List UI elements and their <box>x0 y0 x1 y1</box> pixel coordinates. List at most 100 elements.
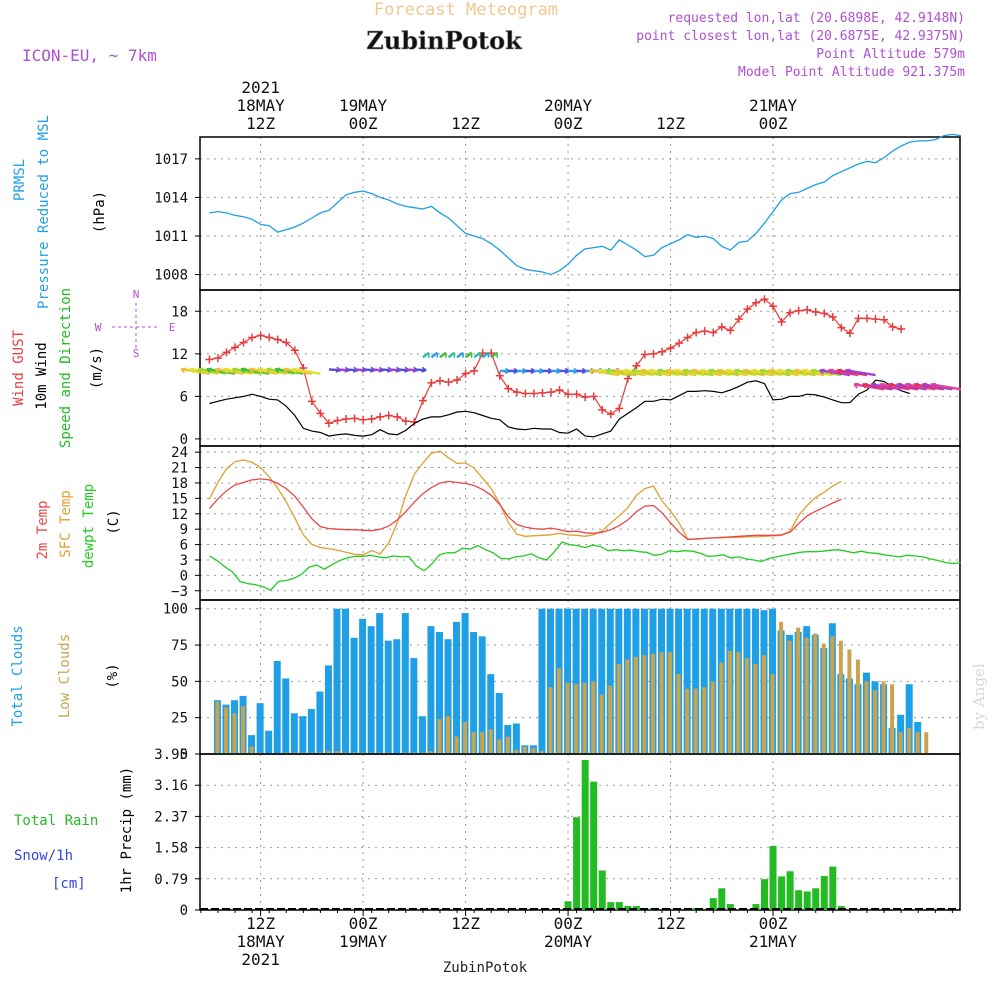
low-cloud-bar <box>907 727 912 754</box>
low-cloud-bar <box>334 751 339 754</box>
wind-direction-arrow <box>700 368 731 377</box>
total-cloud-bar <box>333 608 341 754</box>
wind-direction-arrow <box>215 367 244 375</box>
wind-direction-arrow <box>232 367 261 375</box>
wind-direction-arrow <box>802 368 834 377</box>
wind-direction-arrow <box>811 368 842 377</box>
wind-direction-arrow <box>274 367 304 375</box>
total-cloud-bar <box>410 658 418 754</box>
temperature-panel: 2m Temp SFC Temp dewpt Temp (C) −3036912… <box>35 445 961 601</box>
gust-marker <box>675 339 684 348</box>
wind-direction-arrow <box>853 383 885 391</box>
gust-marker <box>692 328 701 337</box>
y-tick-label: 1008 <box>154 268 188 284</box>
total-cloud-bar <box>376 613 384 754</box>
total-cloud-bar <box>453 621 461 754</box>
low-cloud-bar <box>505 736 510 754</box>
top-axis-label: 2021 <box>241 78 280 97</box>
wind-unit: (m/s) <box>89 347 105 389</box>
wind-direction-arrow <box>631 368 663 377</box>
wind-arrow-head <box>274 367 281 374</box>
gust-marker <box>803 305 812 314</box>
total-cloud-bar <box>350 637 358 754</box>
wind-arrow-head <box>449 352 456 358</box>
y-tick-label: 9 <box>180 522 188 538</box>
wind-arrow-head <box>291 367 298 374</box>
dewpt-line <box>209 541 961 591</box>
low-cloud-bar <box>582 682 587 754</box>
gust-marker <box>495 371 504 380</box>
pressure-line <box>209 133 961 276</box>
wind-arrow-head <box>887 382 894 389</box>
wind-direction-arrow <box>742 368 774 377</box>
gust-marker <box>418 396 427 405</box>
total-cloud-bar <box>299 716 307 754</box>
wind-arrow-head <box>648 368 655 375</box>
total-cloud-bar <box>418 716 426 754</box>
gust-marker <box>658 347 667 356</box>
gust-marker <box>555 385 564 394</box>
total-cloud-bar <box>512 723 520 754</box>
y-tick-label: −3 <box>171 584 188 600</box>
low-cloud-bar <box>710 681 715 754</box>
low-cloud-bar <box>548 687 553 754</box>
bottom-axis-label: 12Z <box>451 914 480 933</box>
wind-10m-label: 10m Wind <box>34 342 50 409</box>
total-cloud-bar <box>692 608 700 754</box>
low-cloud-bar <box>855 659 860 754</box>
low-cloud-bar <box>668 652 673 754</box>
rain-bar <box>564 901 572 910</box>
total-cloud-bar <box>700 608 708 754</box>
low-cloud-bar <box>727 650 732 754</box>
wind-arrow-head <box>785 368 791 375</box>
sfc-temp-label: SFC Temp <box>58 490 74 557</box>
top-axis-label: 18MAY <box>237 96 286 115</box>
gust-marker <box>623 374 632 383</box>
wind-arrow-head <box>622 368 629 375</box>
wind-arrow-head <box>656 368 663 375</box>
low-cloud-bar <box>480 732 485 754</box>
y-tick-label: 0 <box>180 903 188 919</box>
wind-direction-label: Speed and Direction <box>58 288 74 448</box>
wind-arrow-head <box>767 368 774 375</box>
wind-direction-arrow <box>768 368 799 377</box>
pressure-panel: PRMSL Pressure Reduced to MSL (hPa) 1008… <box>12 115 961 309</box>
gust-marker <box>581 393 590 402</box>
wind-arrow-head <box>930 382 936 389</box>
wind-direction-arrow <box>862 383 893 391</box>
wind-direction-arrow <box>589 368 620 377</box>
y-tick-label: 100 <box>163 602 188 618</box>
rain-bar <box>590 781 598 910</box>
gust-marker <box>316 409 325 418</box>
low-cloud-bar <box>719 662 724 754</box>
low-cloud-bar <box>753 663 758 754</box>
precip-axis-label: 1hr Precip (mm) <box>119 767 135 893</box>
low-cloud-bar <box>685 688 690 754</box>
y-tick-label: 1011 <box>154 229 188 245</box>
compass-e: E <box>169 321 176 334</box>
wind-arrow-head <box>802 368 808 375</box>
total-cloud-bar <box>598 608 606 754</box>
low-cloud-bar <box>676 674 681 754</box>
low-cloud-bar <box>591 681 596 754</box>
gust-marker <box>820 309 829 318</box>
total-cloud-bar <box>342 608 350 754</box>
gust-marker <box>512 388 521 397</box>
gust-marker <box>615 404 624 413</box>
gust-marker <box>880 315 889 324</box>
wind-arrow-head <box>180 367 187 374</box>
y-tick-label: 6 <box>180 538 188 554</box>
wind-direction-arrow <box>657 368 688 377</box>
total-clouds-label: Total Clouds <box>10 625 26 726</box>
y-tick-label: 0.79 <box>154 872 188 888</box>
bottom-axis-label: 12Z <box>246 914 275 933</box>
total-cloud-bar <box>461 613 469 754</box>
gust-marker <box>769 302 778 311</box>
top-axis-label: 19MAY <box>339 96 388 115</box>
low-cloud-bar <box>633 656 638 754</box>
wind-arrow-head <box>725 368 731 375</box>
wind-direction-arrow <box>759 368 791 377</box>
gust-marker <box>435 376 444 385</box>
gust-marker <box>743 305 752 314</box>
